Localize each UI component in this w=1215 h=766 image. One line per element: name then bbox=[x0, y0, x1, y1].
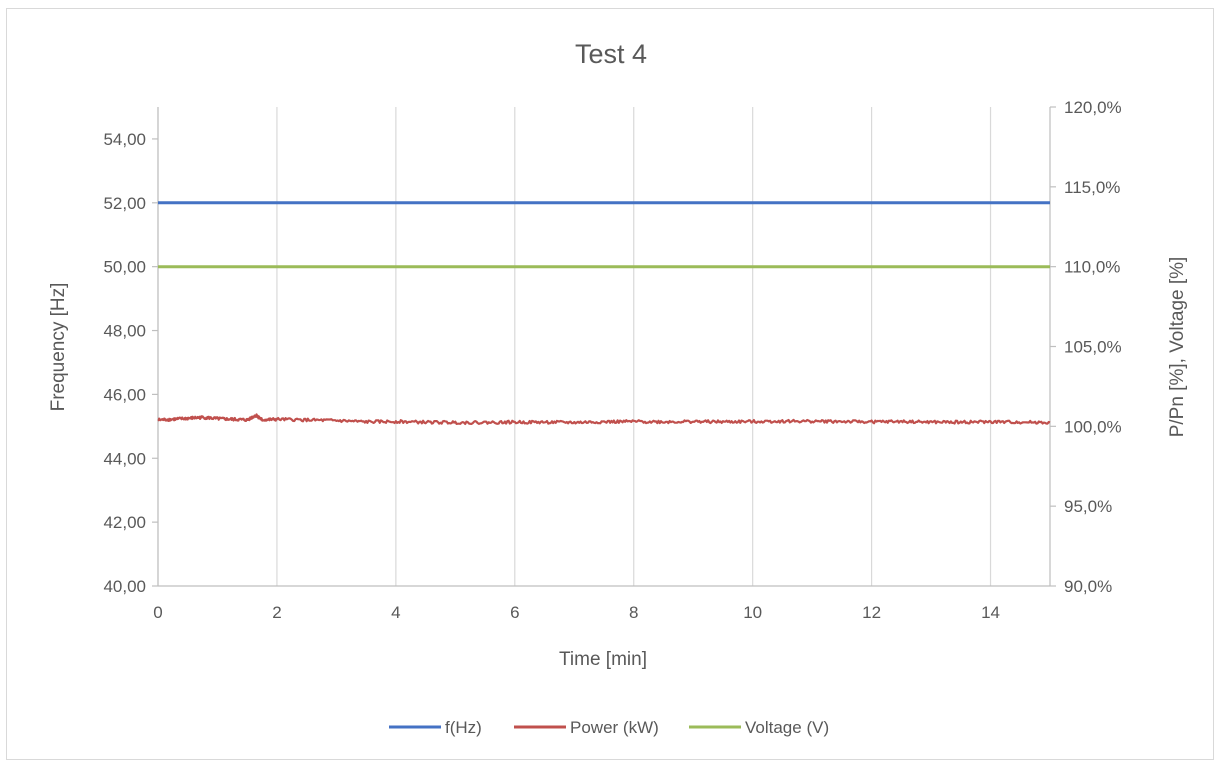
line-chart: Test 4 40,00 42,00 44,00 46,00 48,00 50,00 52,… bbox=[48, 39, 1188, 737]
x-tick-label: 10 bbox=[743, 603, 762, 622]
chart-title: Test 4 bbox=[575, 39, 647, 69]
y2-tick-label: 110,0% bbox=[1064, 258, 1120, 277]
series-lines bbox=[157, 201, 1051, 425]
grid-lines bbox=[157, 107, 992, 586]
x-tick-label: 8 bbox=[629, 603, 638, 622]
x-tick-label: 0 bbox=[153, 603, 162, 622]
axes bbox=[152, 106, 1056, 587]
x-tick-label: 14 bbox=[981, 603, 1000, 622]
y-tick-label: 44,00 bbox=[103, 449, 146, 468]
tick-labels: 40,00 42,00 44,00 46,00 48,00 50,00 52,00 54,00… bbox=[103, 98, 1121, 622]
legend: f(Hz) Power (kW) Voltage (V) bbox=[389, 718, 829, 737]
x-tick-label: 2 bbox=[272, 603, 281, 622]
legend-label-f-hz: f(Hz) bbox=[445, 718, 482, 737]
y2-tick-label: 115,0% bbox=[1064, 178, 1120, 197]
y2-tick-label: 120,0% bbox=[1064, 98, 1122, 117]
y-tick-label: 54,00 bbox=[103, 130, 146, 149]
legend-label-power-kw: Power (kW) bbox=[570, 718, 659, 737]
y2-tick-label: 100,0% bbox=[1064, 417, 1122, 436]
chart-frame: Test 4 40,00 42,00 44,00 46,00 48,00 50,00 52,… bbox=[6, 8, 1214, 760]
y2-axis-title: P/Pn [%], Voltage [%] bbox=[1167, 257, 1188, 438]
y2-tick-label: 105,0% bbox=[1064, 338, 1122, 357]
y2-tick-label: 95,0% bbox=[1064, 497, 1112, 516]
x-tick-label: 12 bbox=[862, 603, 881, 622]
x-tick-label: 4 bbox=[391, 603, 400, 622]
x-axis-title: Time [min] bbox=[559, 649, 647, 670]
y-tick-label: 48,00 bbox=[103, 322, 146, 341]
y-tick-label: 40,00 bbox=[103, 577, 146, 596]
y-tick-label: 50,00 bbox=[103, 258, 146, 277]
y-tick-label: 42,00 bbox=[103, 513, 146, 532]
series-line-power-kw bbox=[157, 413, 1051, 425]
y-tick-label: 46,00 bbox=[103, 385, 146, 404]
y2-tick-label: 90,0% bbox=[1064, 577, 1112, 596]
y-axis-title: Frequency [Hz] bbox=[48, 283, 69, 412]
legend-label-voltage-v: Voltage (V) bbox=[745, 718, 829, 737]
y-tick-label: 52,00 bbox=[103, 194, 146, 213]
x-tick-label: 6 bbox=[510, 603, 519, 622]
